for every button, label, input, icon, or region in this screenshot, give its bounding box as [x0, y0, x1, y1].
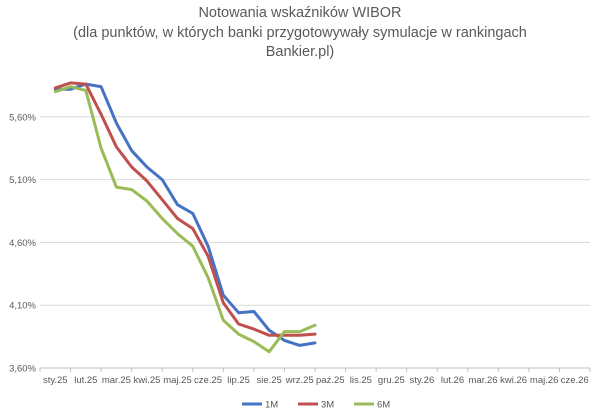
x-tick-label: cze.25: [194, 375, 222, 386]
legend-label-3m: 3M: [321, 400, 334, 411]
x-tick-label: sty.25: [43, 375, 68, 386]
x-tick-label: lis.25: [350, 375, 372, 386]
y-tick-label: 5,60%: [9, 112, 36, 123]
chart-title-line-2: (dla punktów, w których banki przygotowy…: [73, 24, 527, 41]
legend-label-1m: 1M: [265, 400, 278, 411]
x-tick-label: paź.25: [316, 375, 345, 386]
series-line-1m: [53, 82, 317, 347]
x-tick-label: lut.26: [441, 375, 464, 386]
x-tick-label: gru.25: [378, 375, 405, 386]
x-tick-label: kwi.26: [500, 375, 527, 386]
x-tick-label: cze.26: [561, 375, 589, 386]
series-line-3m: [53, 81, 317, 337]
x-tick-label: wrz.25: [285, 375, 314, 386]
y-tick-label: 5,10%: [9, 175, 36, 186]
x-tick-label: lip.25: [227, 375, 250, 386]
y-tick-label: 3,60%: [9, 364, 36, 375]
x-tick-label: sie.25: [256, 375, 281, 386]
y-tick-label: 4,10%: [9, 301, 36, 312]
x-tick-label: sty.26: [410, 375, 435, 386]
x-tick-label: mar.26: [469, 375, 498, 386]
series-line-6m: [53, 85, 317, 354]
x-tick-label: maj.26: [530, 375, 559, 386]
x-tick-label: maj.25: [163, 375, 192, 386]
x-tick-label: lut.25: [74, 375, 97, 386]
legend-label-6m: 6M: [377, 400, 390, 411]
chart-title-line-1: Notowania wskaźników WIBOR: [198, 5, 402, 21]
y-tick-label: 4,60%: [9, 238, 36, 249]
chart-title-line-3: Bankier.pl): [265, 44, 335, 60]
x-tick-label: mar.25: [102, 375, 131, 386]
chart-title: Notowania wskaźników WIBOR (dla punktów,…: [0, 4, 600, 63]
x-tick-label: kwi.25: [133, 375, 160, 386]
